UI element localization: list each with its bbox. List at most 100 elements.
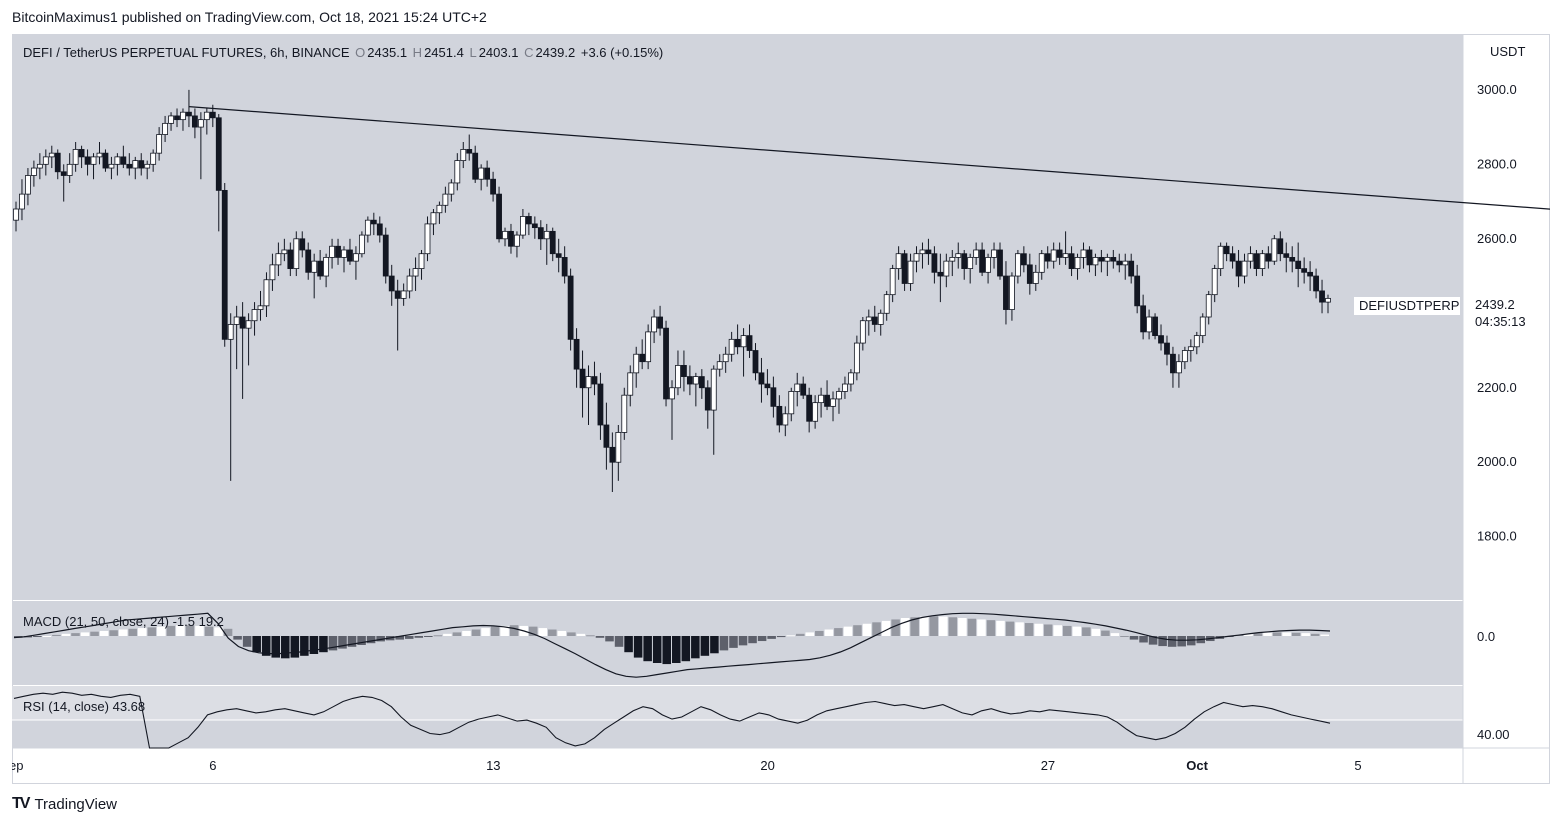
candle-body xyxy=(472,152,479,180)
candle-body xyxy=(651,316,658,333)
macd-histogram-bar xyxy=(681,636,691,662)
macd-histogram-bar xyxy=(118,629,128,636)
candle-body xyxy=(102,152,109,169)
candle-body xyxy=(1313,275,1319,292)
candle-body xyxy=(871,316,878,325)
candle-body xyxy=(883,294,890,314)
macd-histogram-bar xyxy=(691,636,700,659)
candle-body xyxy=(848,372,854,385)
time-tick-label: Oct xyxy=(1186,758,1208,773)
price-tick-label: 1800.0 xyxy=(1477,529,1517,544)
macd-histogram-bar xyxy=(729,636,738,648)
candle-body xyxy=(1253,253,1260,269)
candle-body xyxy=(257,305,264,310)
symbol-title: DEFI / TetherUS PERPETUAL FUTURES, 6h, B… xyxy=(23,45,350,60)
candle-body xyxy=(1152,316,1158,337)
footer[interactable]: TV TradingView xyxy=(12,795,117,813)
candle-body xyxy=(358,234,365,255)
macd-histogram-bar xyxy=(1053,625,1062,636)
macd-histogram-bar xyxy=(795,633,805,636)
macd-histogram-bar xyxy=(815,630,824,636)
candle-body xyxy=(60,171,67,176)
macd-histogram-bar xyxy=(1005,621,1015,636)
candle-body xyxy=(734,338,741,348)
macd-histogram-bar xyxy=(891,619,900,636)
candle-body xyxy=(114,156,121,165)
candle-body xyxy=(1134,275,1141,307)
candle-body xyxy=(317,260,324,277)
candle-body xyxy=(144,163,151,169)
macd-histogram-bar xyxy=(1186,636,1196,646)
macd-histogram-bar xyxy=(1120,636,1129,637)
macd-histogram-bar xyxy=(252,636,261,653)
candle-body xyxy=(347,249,353,262)
macd-histogram-bar xyxy=(834,628,843,636)
candle-body xyxy=(961,253,968,269)
macd-histogram-bar xyxy=(1101,630,1110,636)
close-label: C xyxy=(524,45,534,60)
candle-body xyxy=(627,372,634,396)
macd-histogram-bar xyxy=(1015,622,1024,636)
candle-body xyxy=(1110,257,1117,262)
candle-body xyxy=(400,290,407,299)
macd-histogram-bar xyxy=(948,617,958,636)
macd-histogram-bar xyxy=(261,636,271,656)
macd-histogram-bar xyxy=(662,636,671,665)
price-tick-label: 3000.0 xyxy=(1477,82,1517,97)
candle-body xyxy=(335,245,341,258)
macd-histogram-bar xyxy=(185,625,195,636)
macd-histogram-bar xyxy=(471,629,481,636)
candle-body xyxy=(311,260,318,273)
candle-body xyxy=(203,111,210,121)
macd-histogram-bar xyxy=(528,626,538,636)
macd-histogram-bar xyxy=(1148,636,1158,645)
price-tick-label: 2000.0 xyxy=(1477,454,1517,469)
candle-body xyxy=(639,353,646,363)
macd-histogram-bar xyxy=(757,636,767,642)
candle-body xyxy=(901,253,908,284)
candle-body xyxy=(1241,260,1248,277)
candle-body xyxy=(633,353,640,374)
chart-canvas[interactable]: 3000.02800.02600.02400.02200.02000.01800… xyxy=(12,34,1550,784)
candle-body xyxy=(1247,253,1254,262)
candle-body xyxy=(669,387,675,400)
macd-legend: MACD (21, 50, close, 24) -1.5 19.2 xyxy=(23,614,224,629)
macd-histogram-bar xyxy=(910,617,919,636)
macd-histogram-bar xyxy=(195,625,204,636)
candle-body xyxy=(740,335,747,348)
macd-histogram-bar xyxy=(319,636,328,653)
macd-histogram-bar xyxy=(281,636,290,659)
macd-histogram-bar xyxy=(1263,632,1272,636)
macd-histogram-bar xyxy=(881,620,891,636)
macd-histogram-bar xyxy=(614,636,624,647)
candle-body xyxy=(1009,275,1015,310)
candle-body xyxy=(1271,238,1278,262)
candle-body xyxy=(1128,260,1135,277)
macd-histogram-bar xyxy=(481,628,490,636)
last-price-value: 2439.2 xyxy=(1475,297,1515,312)
candle-body xyxy=(239,316,246,329)
candle-body xyxy=(943,260,950,277)
candle-body xyxy=(1325,297,1331,303)
macd-histogram-bar xyxy=(824,629,834,636)
macd-histogram-bar xyxy=(433,635,443,637)
candle-body xyxy=(281,249,288,255)
macd-histogram-bar xyxy=(1024,623,1034,636)
candle-body xyxy=(782,413,789,426)
candle-body xyxy=(48,152,55,158)
candle-body xyxy=(138,160,145,169)
candle-body xyxy=(1176,361,1182,374)
macd-histogram-bar xyxy=(977,619,986,636)
candle-body xyxy=(180,111,186,121)
macd-histogram-bar xyxy=(443,633,452,636)
candle-body xyxy=(90,156,97,165)
macd-histogram-bar xyxy=(919,616,929,636)
candle-body xyxy=(531,223,538,229)
macd-histogram-bar xyxy=(90,631,99,636)
macd-histogram-bar xyxy=(1034,623,1043,636)
macd-histogram-bar xyxy=(490,626,500,636)
candle-body xyxy=(818,394,824,404)
macd-histogram-bar xyxy=(1139,636,1148,643)
rsi-label: RSI (14, close) xyxy=(23,699,109,714)
candle-body xyxy=(728,338,735,355)
